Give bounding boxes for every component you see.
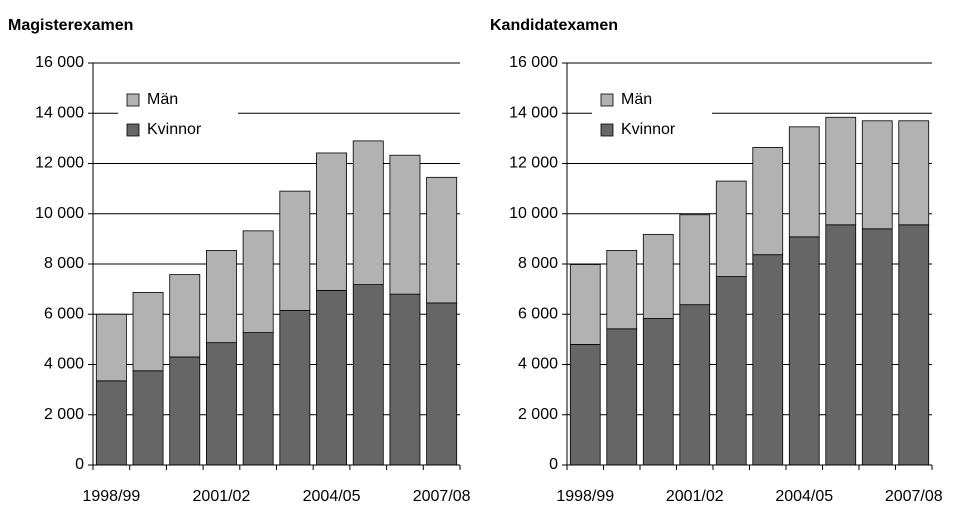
y-tick-label: 2 000	[44, 406, 84, 423]
bar-segment	[898, 224, 930, 466]
y-tick-label: 0	[549, 456, 558, 473]
bar-segment	[569, 264, 601, 345]
y-tick-label: 16 000	[509, 54, 558, 71]
x-tick-label: 2007/08	[413, 488, 471, 505]
bar-segment	[788, 236, 820, 466]
bar-segment	[898, 120, 930, 226]
y-tick-label: 8 000	[518, 255, 558, 272]
y-tick-label: 0	[75, 456, 84, 473]
bar-segment	[389, 293, 421, 466]
y-tick-label: 10 000	[35, 205, 84, 222]
y-tick-label: 12 000	[509, 155, 558, 172]
y-tick-label: 16 000	[35, 54, 84, 71]
bar-segment	[679, 304, 711, 466]
legend-label: Män	[621, 91, 652, 108]
bar-segment	[715, 276, 747, 466]
bar-segment	[95, 313, 127, 382]
bar-segment	[206, 250, 237, 344]
chart-title: Magisterexamen	[8, 17, 133, 34]
y-tick-label: 8 000	[44, 255, 84, 272]
x-tick-label: 2004/05	[775, 488, 833, 505]
legend-swatch	[600, 123, 614, 137]
bar-segment	[642, 233, 674, 319]
x-tick-label: 2007/08	[885, 488, 943, 505]
x-tick-label: 2001/02	[666, 488, 724, 505]
y-tick-label: 10 000	[509, 205, 558, 222]
bar-segment	[206, 342, 237, 466]
legend-label: Kvinnor	[621, 121, 676, 138]
bar-segment	[825, 224, 857, 466]
y-tick-label: 12 000	[35, 155, 84, 172]
legend-swatch	[126, 123, 140, 137]
bar-segment	[132, 370, 164, 466]
bar-segment	[389, 154, 421, 295]
x-tick-label: 1998/99	[82, 488, 140, 505]
bar-segment	[752, 147, 784, 256]
bar-segment	[642, 318, 674, 466]
bar-segment	[426, 176, 458, 304]
chart-title: Kandidatexamen	[490, 17, 618, 34]
x-tick-label: 2004/05	[303, 488, 361, 505]
x-tick-label: 1998/99	[556, 488, 614, 505]
bar-segment	[316, 152, 347, 291]
y-tick-label: 4 000	[518, 356, 558, 373]
bar-segment	[606, 250, 638, 330]
bar-segment	[169, 356, 201, 466]
bar-segment	[426, 302, 458, 466]
y-tick-label: 4 000	[44, 356, 84, 373]
bar-segment	[242, 230, 274, 333]
bar-segment	[132, 291, 164, 372]
bar-segment	[169, 274, 201, 358]
bar-segment	[352, 284, 384, 466]
bar-segment	[352, 140, 384, 286]
bar-segment	[606, 328, 638, 466]
y-tick-label: 6 000	[518, 305, 558, 322]
bar-segment	[569, 343, 601, 466]
x-tick-label: 2001/02	[193, 488, 251, 505]
legend-swatch	[600, 93, 614, 107]
bar-segment	[861, 228, 893, 466]
bar-segment	[679, 214, 711, 306]
bar-segment	[825, 116, 857, 226]
bar-segment	[279, 190, 311, 311]
legend-label: Kvinnor	[147, 121, 202, 138]
legend-label: Män	[147, 91, 178, 108]
bar-segment	[95, 380, 127, 466]
bar-segment	[715, 180, 747, 277]
y-tick-label: 2 000	[518, 406, 558, 423]
bar-segment	[861, 120, 893, 230]
bar-segment	[752, 254, 784, 466]
bar-segment	[242, 332, 274, 466]
bar-segment	[279, 310, 311, 466]
bar-segment	[788, 126, 820, 238]
legend-swatch	[126, 93, 140, 107]
bar-segment	[316, 289, 347, 466]
y-tick-label: 6 000	[44, 305, 84, 322]
y-tick-label: 14 000	[35, 104, 84, 121]
y-tick-label: 14 000	[509, 104, 558, 121]
